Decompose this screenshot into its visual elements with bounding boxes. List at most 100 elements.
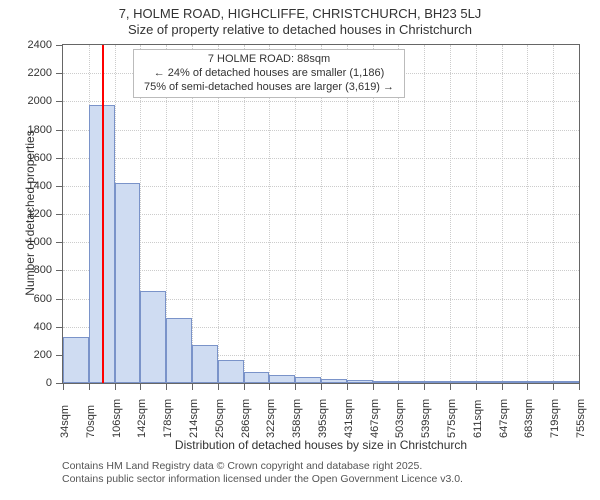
histogram-bar	[140, 291, 166, 383]
histogram-bar	[527, 381, 553, 383]
ytick-label: 1800	[22, 124, 52, 136]
ytick-label: 600	[22, 293, 52, 305]
ytick-mark	[56, 101, 62, 102]
gridline-vertical	[450, 45, 451, 383]
xtick-label: 106sqm	[111, 399, 123, 438]
xtick-label: 142sqm	[136, 399, 148, 438]
xtick-mark	[295, 384, 296, 390]
histogram-bar	[192, 345, 218, 383]
xtick-label: 250sqm	[214, 399, 226, 438]
xtick-label: 503sqm	[394, 399, 406, 438]
attribution-line1: Contains HM Land Registry data © Crown c…	[62, 460, 422, 472]
xtick-mark	[450, 384, 451, 390]
xtick-label: 539sqm	[420, 399, 432, 438]
xtick-label: 322sqm	[265, 399, 277, 438]
ytick-mark	[56, 383, 62, 384]
xtick-label: 178sqm	[162, 399, 174, 438]
ytick-mark	[56, 130, 62, 131]
gridline-vertical	[424, 45, 425, 383]
histogram-chart: 7, HOLME ROAD, HIGHCLIFFE, CHRISTCHURCH,…	[0, 0, 600, 500]
xtick-mark	[140, 384, 141, 390]
xtick-mark	[192, 384, 193, 390]
xtick-label: 286sqm	[240, 399, 252, 438]
histogram-bar	[450, 381, 476, 383]
histogram-bar	[321, 379, 347, 383]
histogram-bar	[347, 380, 373, 383]
ytick-label: 2400	[22, 39, 52, 51]
xtick-mark	[502, 384, 503, 390]
xtick-label: 719sqm	[549, 399, 561, 438]
xtick-mark	[553, 384, 554, 390]
xtick-mark	[269, 384, 270, 390]
xtick-label: 34sqm	[59, 405, 71, 438]
xtick-mark	[218, 384, 219, 390]
xtick-mark	[166, 384, 167, 390]
histogram-bar	[424, 381, 450, 383]
histogram-bar	[476, 381, 502, 383]
histogram-bar	[502, 381, 528, 383]
ytick-mark	[56, 270, 62, 271]
histogram-bar	[218, 360, 244, 383]
histogram-bar	[166, 318, 192, 383]
xtick-label: 755sqm	[575, 399, 587, 438]
xtick-mark	[476, 384, 477, 390]
chart-title-line1: 7, HOLME ROAD, HIGHCLIFFE, CHRISTCHURCH,…	[0, 6, 600, 21]
xtick-mark	[398, 384, 399, 390]
ytick-mark	[56, 186, 62, 187]
plot-area: 7 HOLME ROAD: 88sqm ← 24% of detached ho…	[62, 44, 580, 384]
gridline-vertical	[527, 45, 528, 383]
ytick-mark	[56, 73, 62, 74]
histogram-bar	[63, 337, 89, 383]
ytick-mark	[56, 327, 62, 328]
ytick-label: 2000	[22, 95, 52, 107]
reference-line	[102, 45, 104, 383]
histogram-bar	[553, 381, 579, 383]
histogram-bar	[269, 375, 295, 383]
gridline-vertical	[476, 45, 477, 383]
ytick-mark	[56, 355, 62, 356]
ytick-mark	[56, 45, 62, 46]
ytick-label: 0	[22, 377, 52, 389]
histogram-bar	[295, 377, 321, 383]
xtick-mark	[424, 384, 425, 390]
xtick-label: 214sqm	[188, 399, 200, 438]
xtick-mark	[89, 384, 90, 390]
ytick-label: 1200	[22, 208, 52, 220]
ytick-mark	[56, 214, 62, 215]
xtick-label: 395sqm	[317, 399, 329, 438]
xtick-mark	[63, 384, 64, 390]
annotation-box: 7 HOLME ROAD: 88sqm ← 24% of detached ho…	[133, 49, 405, 98]
ytick-label: 1600	[22, 152, 52, 164]
ytick-mark	[56, 242, 62, 243]
xtick-mark	[321, 384, 322, 390]
gridline-vertical	[553, 45, 554, 383]
ytick-label: 200	[22, 349, 52, 361]
xtick-label: 70sqm	[85, 405, 97, 438]
ytick-label: 1000	[22, 236, 52, 248]
xtick-mark	[373, 384, 374, 390]
xtick-label: 575sqm	[446, 399, 458, 438]
attribution-line2: Contains public sector information licen…	[62, 473, 463, 485]
ytick-mark	[56, 299, 62, 300]
ytick-label: 800	[22, 264, 52, 276]
xtick-mark	[115, 384, 116, 390]
histogram-bar	[373, 381, 399, 383]
xtick-mark	[579, 384, 580, 390]
ytick-mark	[56, 158, 62, 159]
annotation-line2: ← 24% of detached houses are smaller (1,…	[140, 67, 398, 81]
xtick-label: 431sqm	[343, 399, 355, 438]
chart-title-line2: Size of property relative to detached ho…	[0, 22, 600, 37]
histogram-bar	[398, 381, 424, 383]
ytick-label: 1400	[22, 180, 52, 192]
ytick-label: 2200	[22, 67, 52, 79]
xtick-mark	[347, 384, 348, 390]
x-axis-label: Distribution of detached houses by size …	[62, 438, 580, 452]
histogram-bar	[244, 372, 270, 383]
xtick-mark	[244, 384, 245, 390]
histogram-bar	[115, 183, 141, 383]
annotation-line1: 7 HOLME ROAD: 88sqm	[140, 53, 398, 67]
xtick-label: 647sqm	[498, 399, 510, 438]
ytick-label: 400	[22, 321, 52, 333]
xtick-label: 611sqm	[472, 400, 484, 438]
xtick-label: 683sqm	[523, 399, 535, 438]
